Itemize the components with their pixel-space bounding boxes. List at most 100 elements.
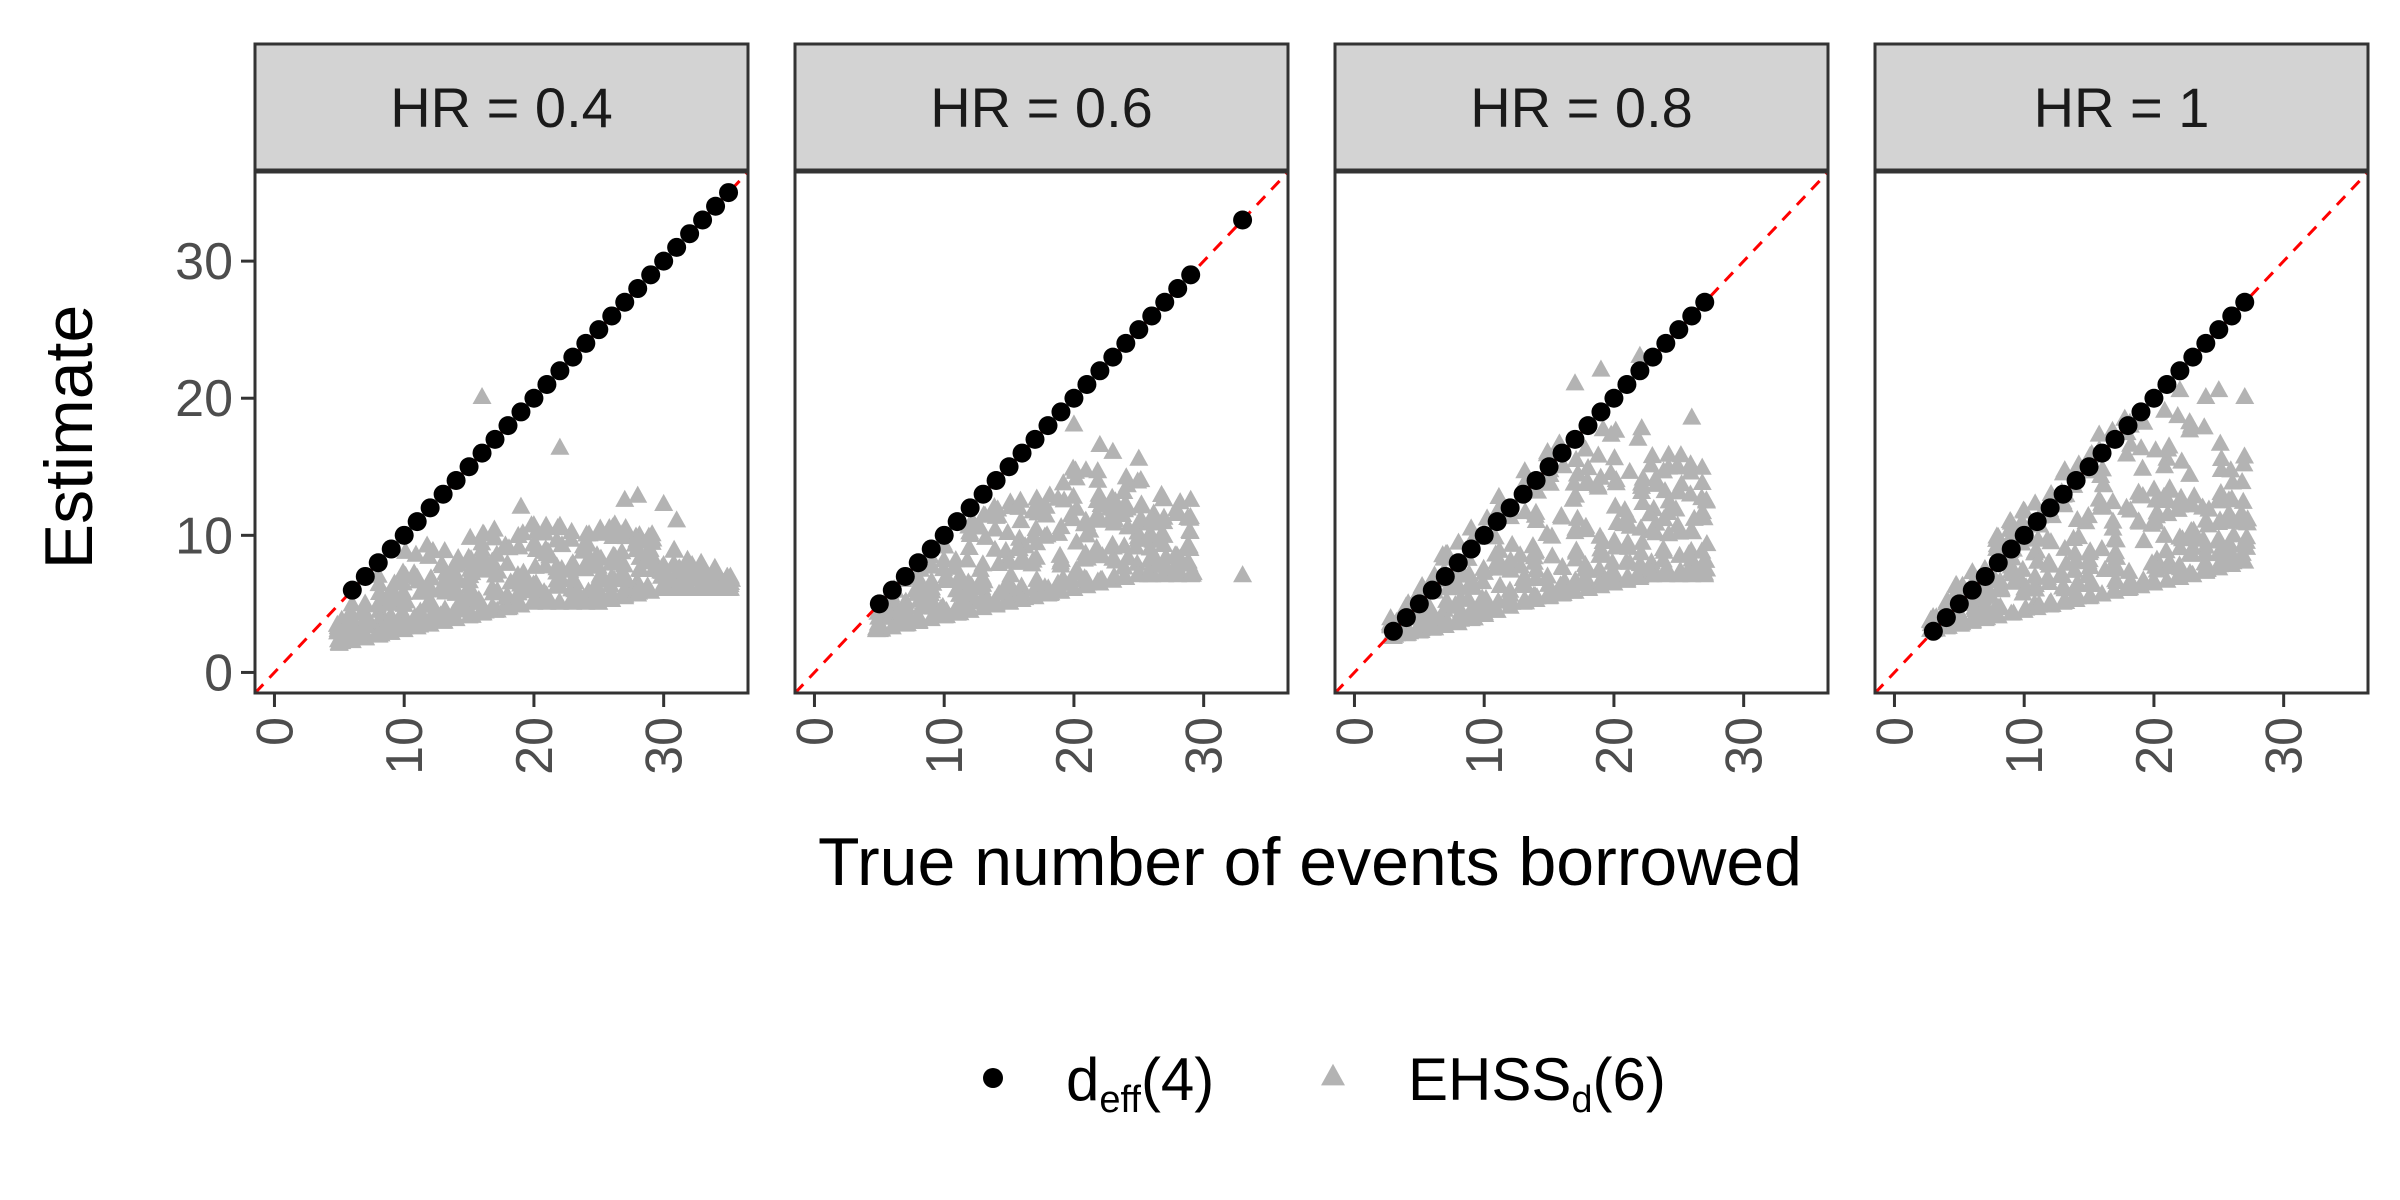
- ehss-point: [562, 569, 582, 587]
- ehss-point: [1022, 554, 1042, 572]
- ehss-point: [612, 524, 632, 542]
- ehss-point: [1642, 446, 1662, 464]
- facet-strip: [253, 42, 750, 172]
- deff-point: [446, 470, 466, 490]
- facet-panel-2: HR = 0.6 0 10 20 30: [786, 42, 1290, 775]
- ehss-point: [550, 437, 570, 455]
- ehss-point: [2081, 574, 2101, 592]
- ehss-point: [2026, 579, 2046, 597]
- ehss-point: [2012, 512, 2032, 530]
- ehss-point: [1489, 486, 1509, 505]
- deff-point: [1591, 402, 1611, 422]
- deff-point: [2027, 512, 2047, 532]
- deff-point: [719, 183, 739, 203]
- facet-strip-label: HR = 0.8: [1470, 76, 1693, 139]
- y-tick-label: 10: [175, 507, 233, 565]
- ehss-point: [1577, 473, 1597, 492]
- ehss-point: [391, 605, 411, 623]
- deff-point: [576, 333, 596, 353]
- series-ehss: [1380, 345, 1717, 644]
- ehss-point: [601, 553, 621, 571]
- ehss-point: [1473, 572, 1493, 590]
- deff-point: [1116, 333, 1136, 353]
- ehss-point: [1129, 448, 1149, 466]
- ehss-point: [2209, 380, 2229, 398]
- ehss-point: [1632, 418, 1652, 436]
- ehss-point: [664, 539, 684, 557]
- ehss-point: [2103, 518, 2123, 536]
- ehss-point: [1063, 509, 1083, 527]
- x-tick-label: 30: [1176, 717, 1234, 775]
- deff-point: [1448, 553, 1468, 573]
- ehss-point: [2196, 386, 2216, 405]
- deff-point: [1090, 361, 1110, 381]
- ehss-point: [2233, 491, 2253, 509]
- deff-point: [1669, 320, 1689, 340]
- x-tick-label: 20: [506, 717, 564, 775]
- ehss-point: [562, 521, 582, 539]
- ehss-point: [628, 485, 648, 503]
- deff-point: [2066, 470, 2086, 490]
- ehss-point: [1459, 564, 1479, 582]
- ehss-point: [1131, 494, 1151, 512]
- ehss-point: [513, 562, 533, 580]
- ehss-point: [1181, 489, 1201, 507]
- ehss-point: [1180, 507, 1200, 525]
- plot-area: [1875, 172, 2368, 693]
- ehss-point: [420, 576, 440, 594]
- ehss-point: [2105, 570, 2125, 588]
- deff-point: [2118, 416, 2138, 436]
- ehss-point: [1502, 534, 1522, 552]
- y-tick-label: 0: [204, 644, 233, 702]
- ehss-point: [922, 556, 942, 574]
- ehss-point: [511, 496, 531, 514]
- ehss-point: [1589, 559, 1609, 577]
- legend-label-ehss: EHSSd(6): [1408, 1046, 1666, 1121]
- ehss-point: [2000, 519, 2020, 537]
- ehss-point: [395, 541, 415, 559]
- deff-point: [2183, 347, 2203, 367]
- ehss-point: [1012, 576, 1032, 594]
- deff-point: [433, 484, 453, 504]
- ehss-point: [676, 555, 696, 573]
- ehss-point: [1088, 470, 1108, 488]
- ehss-point: [2235, 386, 2255, 405]
- deff-point: [1552, 443, 1572, 463]
- x-tick-label: 30: [636, 717, 694, 775]
- ehss-point: [509, 537, 529, 555]
- ehss-point: [1669, 482, 1689, 500]
- ehss-point: [2105, 529, 2125, 547]
- ehss-point: [524, 592, 544, 610]
- ehss-point: [2025, 493, 2045, 511]
- deff-point: [1975, 566, 1995, 586]
- x-tick-label: 10: [376, 717, 434, 775]
- ehss-point: [2015, 501, 2035, 519]
- ehss-point: [1064, 414, 1084, 432]
- x-axis-title: True number of events borrowed: [818, 824, 1802, 900]
- ehss-point: [2232, 510, 2252, 528]
- ehss-point: [1590, 545, 1610, 563]
- deff-point: [693, 210, 713, 230]
- ehss-point: [472, 533, 492, 551]
- deff-point: [895, 566, 915, 586]
- ehss-point: [2133, 485, 2153, 504]
- ehss-point: [1973, 588, 1993, 606]
- ehss-point: [1076, 460, 1096, 478]
- ehss-point: [1154, 489, 1174, 507]
- ehss-point: [2089, 489, 2109, 507]
- deff-point: [1539, 457, 1559, 477]
- ehss-point: [487, 580, 507, 598]
- ehss-point: [444, 575, 464, 593]
- deff-point: [706, 196, 726, 216]
- ehss-point: [563, 592, 583, 610]
- ehss-point: [2106, 542, 2126, 560]
- ehss-point: [1511, 556, 1531, 574]
- ehss-point: [2160, 478, 2180, 496]
- ehss-point: [2120, 500, 2140, 518]
- ehss-point: [1986, 596, 2006, 614]
- ehss-point: [2131, 438, 2151, 456]
- facet-panel-4: HR = 1 0 10 20 30: [1866, 42, 2370, 775]
- ehss-point: [417, 535, 437, 553]
- ehss-point: [1697, 534, 1717, 552]
- ehss-point: [2156, 541, 2176, 559]
